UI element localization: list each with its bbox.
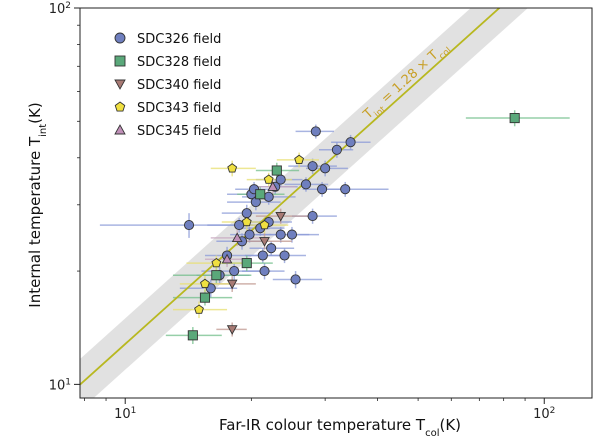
x-axis-label-sub: col <box>425 428 439 439</box>
point-3-0 <box>194 304 204 314</box>
point-3-1 <box>200 278 210 288</box>
point-2-3 <box>275 211 287 222</box>
y-tick-label-1-exp: 2 <box>65 1 71 11</box>
point-1-4 <box>255 189 266 200</box>
point-0-0 <box>183 220 195 231</box>
point-0-24 <box>307 161 318 172</box>
y-axis-label-sub: int <box>38 124 49 137</box>
point-0-30 <box>340 184 351 195</box>
point-4-2 <box>267 181 279 191</box>
point-0-14 <box>259 266 270 277</box>
legend: SDC326 field SDC328 field SDC340 field SDC3… <box>114 32 221 139</box>
point-0-7 <box>241 208 252 219</box>
point-0-26 <box>310 126 321 137</box>
point-0-27 <box>317 184 328 195</box>
point-0-13 <box>257 250 268 261</box>
point-0-28 <box>320 163 331 174</box>
marker-layer <box>183 113 520 341</box>
legend-marker-1 <box>114 55 126 67</box>
x-tick-label-0: 101 <box>114 406 136 422</box>
point-3-5 <box>259 219 270 230</box>
legend-label-0: SDC326 field <box>137 32 221 47</box>
x-axis-label-main: Far-IR colour temperature T <box>219 416 426 434</box>
point-0-23 <box>300 179 312 190</box>
point-0-31 <box>345 137 356 148</box>
point-2-2 <box>259 237 270 247</box>
point-2-1 <box>226 279 238 290</box>
point-0-16 <box>266 243 277 254</box>
point-0-20 <box>279 250 290 261</box>
x-tick-label-1-base: 10 <box>533 407 550 422</box>
y-tick-label-1-base: 10 <box>49 2 66 17</box>
y-tick-label-0: 101 <box>49 377 71 393</box>
point-0-21 <box>286 229 298 240</box>
point-1-5 <box>271 165 282 176</box>
y-axis-label: Internal temperature Tint(K) <box>26 102 49 307</box>
legend-marker-0 <box>114 32 126 44</box>
point-1-6 <box>509 113 520 124</box>
point-2-0 <box>226 325 238 335</box>
plot-frame <box>79 7 593 399</box>
point-0-19 <box>275 229 286 240</box>
point-1-3 <box>241 258 252 269</box>
legend-marker-4 <box>114 124 126 135</box>
legend-label-2: SDC340 field <box>137 78 221 93</box>
fit-uncertainty-band <box>80 8 528 398</box>
point-0-8 <box>244 229 255 240</box>
point-0-22 <box>290 274 301 285</box>
point-3-4 <box>241 216 252 227</box>
point-0-18 <box>275 174 286 185</box>
point-3-3 <box>227 163 238 173</box>
axes-frame <box>79 7 593 399</box>
legend-label-4: SDC345 field <box>137 124 221 139</box>
fit-band-layer <box>80 8 528 398</box>
point-3-7 <box>294 154 305 165</box>
point-1-2 <box>211 270 222 281</box>
point-1-0 <box>187 330 198 341</box>
legend-label-3: SDC343 field <box>137 101 221 116</box>
x-axis-label: Far-IR colour temperature Tcol(K) <box>219 416 461 439</box>
legend-marker-3 <box>114 101 126 112</box>
point-0-15 <box>263 191 274 202</box>
point-3-6 <box>263 174 274 184</box>
point-4-1 <box>231 232 243 243</box>
y-tick-label-0-exp: 1 <box>65 377 71 387</box>
legend-label-1: SDC328 field <box>137 55 221 70</box>
y-axis-label-unit: (K) <box>26 102 44 124</box>
point-0-25 <box>307 211 318 222</box>
y-axis-label-main: Internal temperature T <box>26 136 44 308</box>
point-0-4 <box>229 266 240 277</box>
y-tick-label-0-base: 10 <box>49 378 66 393</box>
x-tick-label-0-exp: 1 <box>131 406 137 416</box>
x-tick-label-1-exp: 2 <box>550 406 556 416</box>
point-4-0 <box>221 253 233 264</box>
point-1-1 <box>199 292 211 303</box>
x-tick-label-0-base: 10 <box>114 407 131 422</box>
x-axis-label-unit: (K) <box>439 416 461 434</box>
x-tick-label-1: 102 <box>533 406 555 422</box>
y-tick-label-1: 102 <box>49 1 71 17</box>
point-0-29 <box>331 144 342 155</box>
point-3-2 <box>211 257 222 268</box>
legend-marker-2 <box>114 79 126 90</box>
